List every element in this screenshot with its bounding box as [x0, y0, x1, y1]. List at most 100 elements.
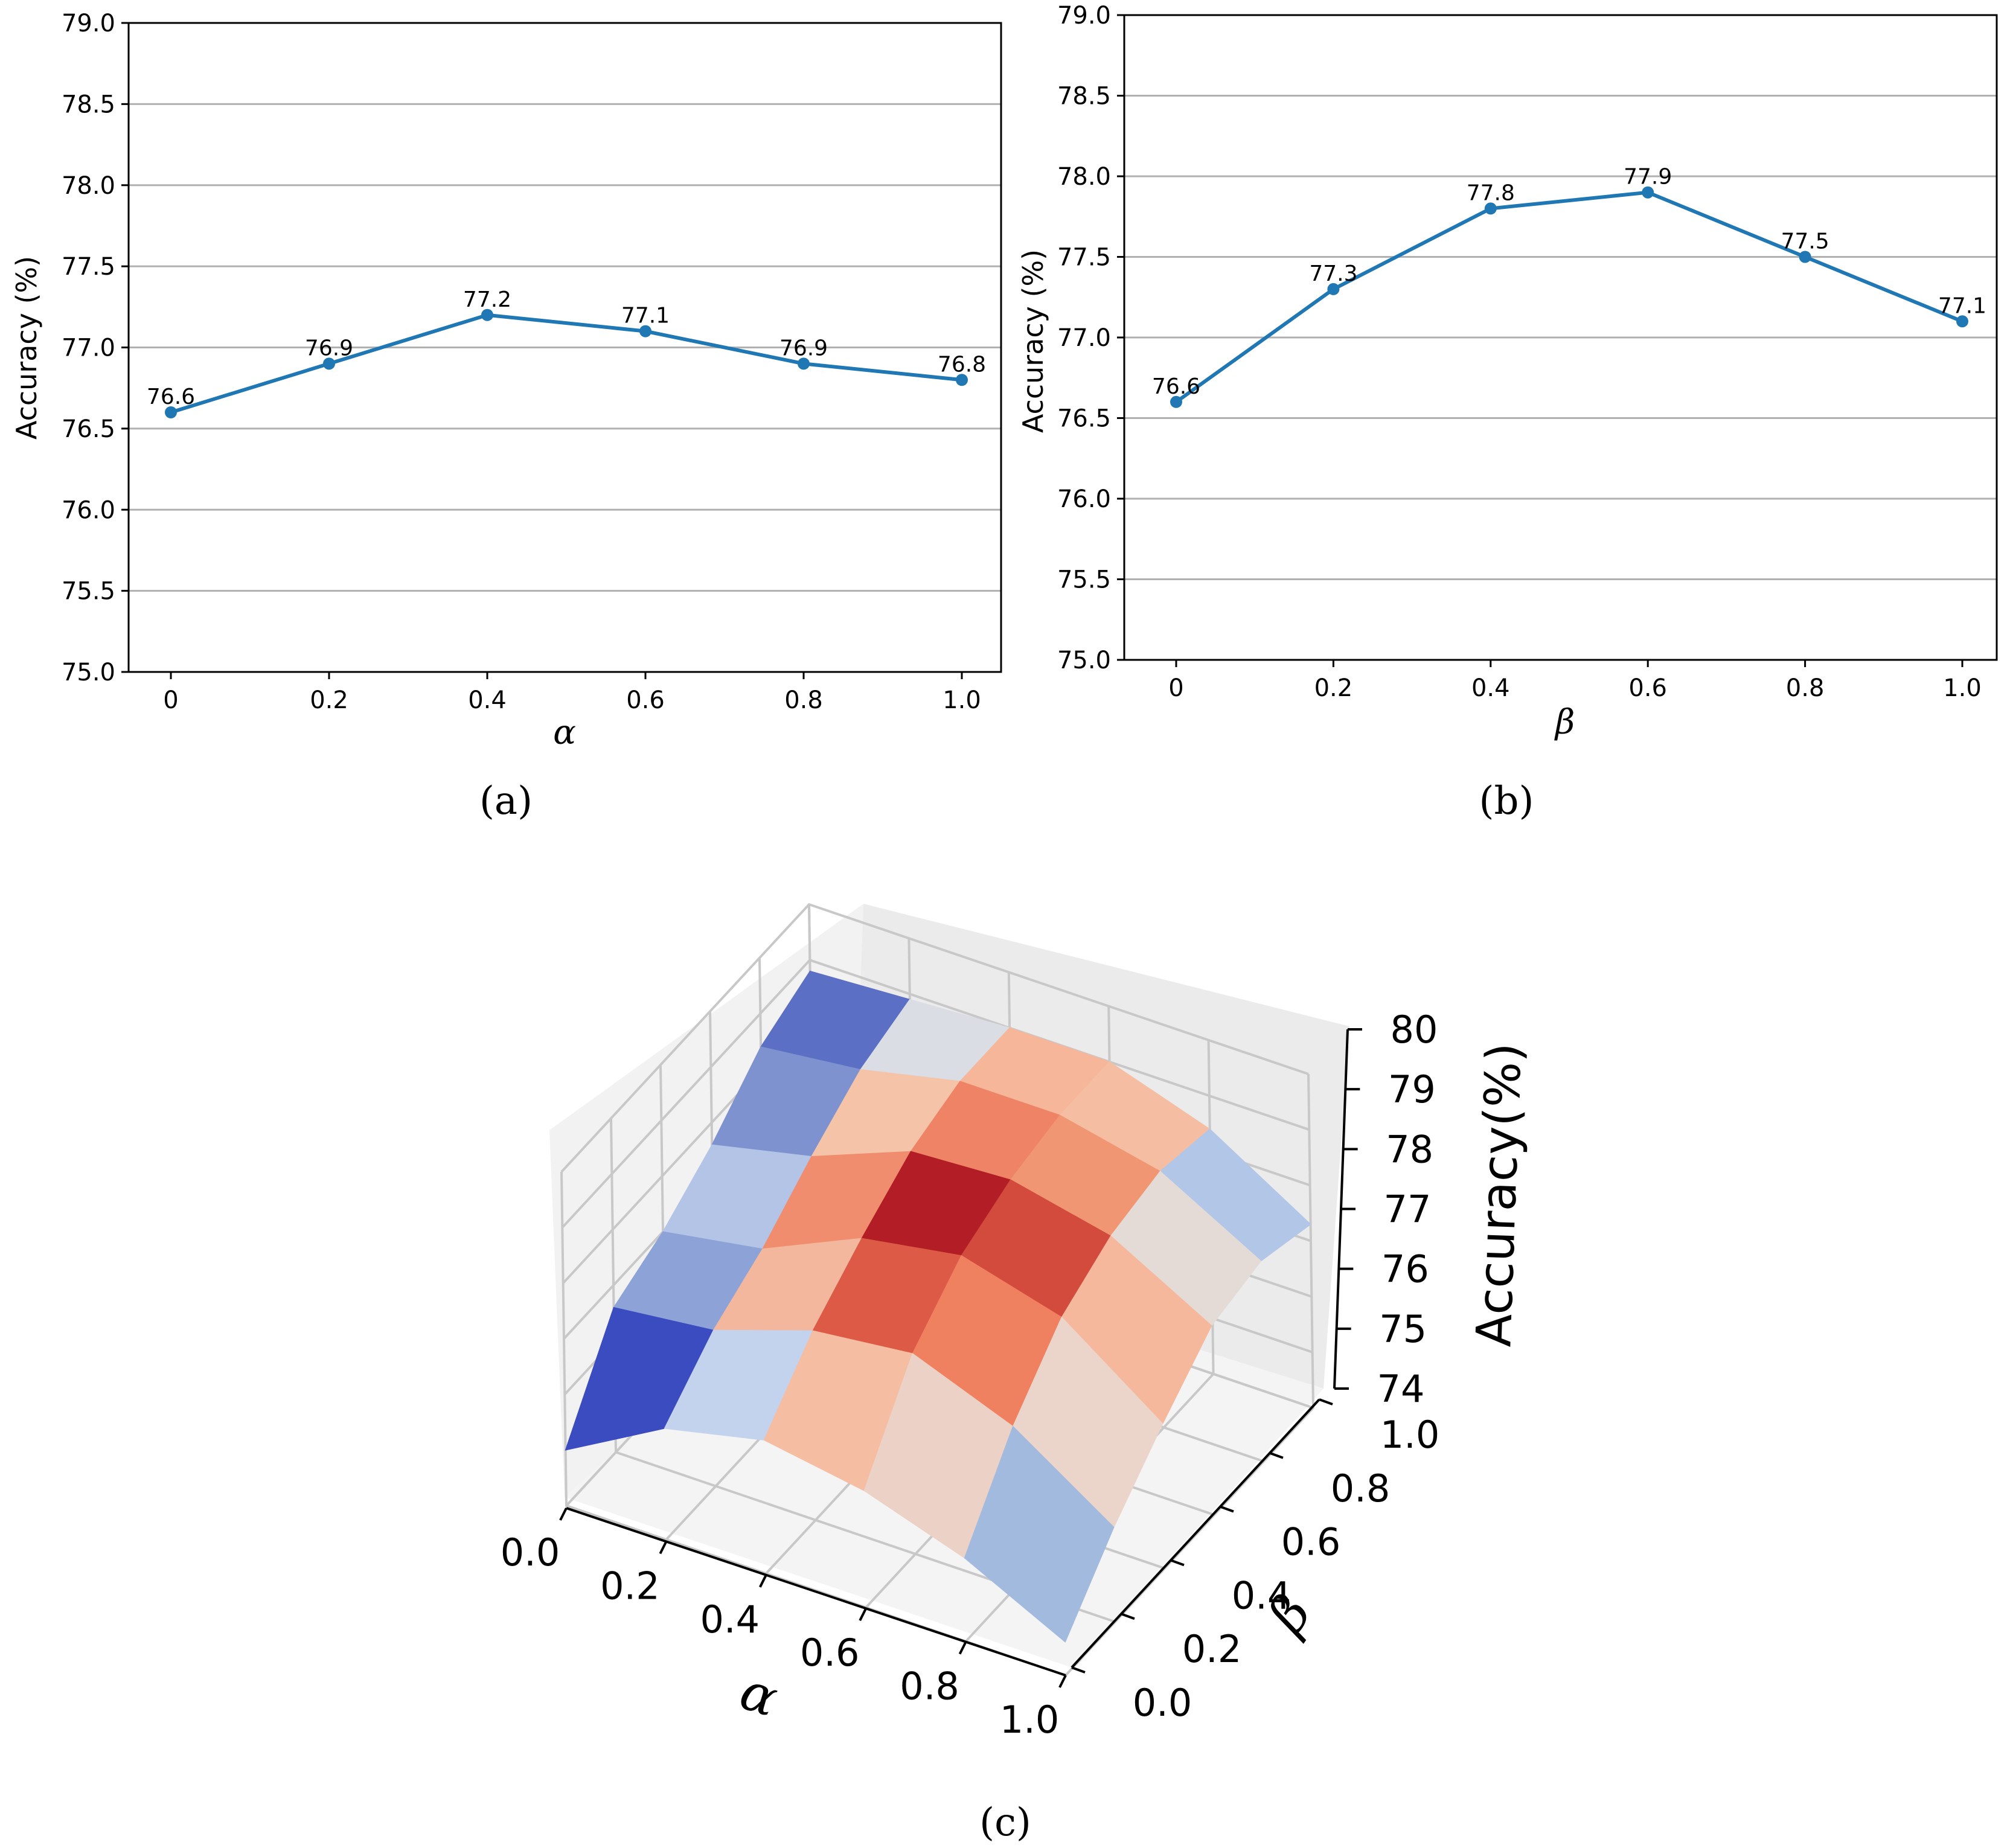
panel-b-gridlines: [1124, 95, 1997, 580]
panel-a-y-ticks: 75.0 75.5 76.0 76.5 77.0 77.5 78.0 78.5 79.0: [62, 10, 129, 686]
x-tick-label: 1.0: [1943, 674, 1982, 702]
x-tick-label: 0.6: [1628, 674, 1667, 702]
data-label: 77.3: [1309, 261, 1357, 286]
panel-c-ticks: 0.00.20.40.60.81.0 0.00.20.40.60.81.07475…: [501, 1008, 1440, 1742]
x-tick-label: 0: [1168, 674, 1183, 702]
data-point: [1170, 395, 1182, 408]
y-tick-label: 76.0: [1057, 485, 1111, 513]
data-label: 76.6: [147, 385, 195, 409]
data-label: 77.9: [1624, 165, 1672, 190]
alpha-tick-label: 1.0: [1000, 1698, 1060, 1742]
panel-b-series-line: [1175, 190, 1964, 404]
y-tick-label: 76.0: [62, 496, 115, 524]
data-point: [323, 357, 335, 370]
panel-c: 0.00.20.40.60.81.0 0.00.20.40.60.81.07475…: [501, 903, 1532, 1845]
panel-a: 75.0 75.5 76.0 76.5 77.0 77.5 78.0 78.5 79.0 0 0.…: [10, 10, 1002, 823]
panel-c-zlabel: Accuracy(%): [1465, 1042, 1532, 1348]
panel-b-points: 76.6 77.3 77.8 77.9 77.5 77.1: [1152, 165, 1986, 408]
y-tick-label: 75.5: [1057, 566, 1111, 594]
panel-b-x-ticks: 0 0.2 0.4 0.6 0.8 1.0: [1168, 660, 1982, 702]
y-tick-label: 77.0: [62, 334, 115, 362]
y-tick-label: 77.5: [1057, 244, 1111, 272]
beta-tick-mark: [1220, 1505, 1234, 1513]
panel-c-caption: (c): [979, 1800, 1031, 1845]
panel-c-alpha-axis: [566, 1507, 1066, 1677]
beta-tick-mark: [1170, 1559, 1185, 1567]
data-label: 76.6: [1152, 374, 1200, 399]
data-label: 77.1: [1938, 293, 1986, 318]
alpha-tick-label: 0.2: [600, 1564, 660, 1608]
data-point: [1327, 283, 1340, 295]
surface-cell: [964, 1425, 1115, 1643]
panel-a-series-line: [170, 313, 962, 414]
data-label: 77.2: [463, 287, 511, 312]
y-tick-label: 76.5: [62, 415, 115, 443]
data-label: 76.8: [938, 352, 986, 377]
alpha-tick-mark: [659, 1541, 668, 1555]
beta-tick-label: 0.4: [1232, 1573, 1291, 1617]
x-tick-label: 0.6: [626, 686, 665, 714]
grid-line: [561, 958, 1310, 1229]
x-tick-label: 1.0: [943, 686, 981, 714]
z-tick-label: 77: [1384, 1188, 1432, 1232]
data-point: [1956, 315, 1968, 328]
alpha-tick-label: 0.6: [800, 1631, 860, 1675]
y-tick-label: 75.0: [1057, 647, 1111, 674]
grid-line: [560, 903, 1309, 1173]
beta-tick-mark: [1121, 1613, 1135, 1620]
y-tick-label: 79.0: [1057, 2, 1111, 30]
beta-tick-mark: [1269, 1451, 1284, 1459]
z-tick-label: 78: [1386, 1127, 1433, 1171]
x-tick-label: 0.8: [784, 686, 823, 714]
panel-a-gridlines: [129, 103, 1001, 592]
y-tick-label: 77.5: [62, 253, 115, 281]
y-tick-label: 78.0: [62, 172, 115, 200]
data-point: [481, 309, 493, 321]
beta-tick-label: 1.0: [1380, 1413, 1440, 1457]
y-tick-label: 75.0: [62, 659, 115, 686]
data-point: [1642, 186, 1654, 199]
y-tick-label: 77.0: [1057, 324, 1111, 352]
beta-tick-label: 0.2: [1182, 1627, 1242, 1671]
data-point: [798, 357, 810, 370]
y-tick-label: 78.0: [1057, 163, 1111, 191]
panel-a-caption: (a): [479, 779, 533, 823]
panel-b-caption: (b): [1479, 779, 1534, 823]
y-tick-label: 78.5: [1057, 83, 1111, 110]
data-point: [165, 406, 177, 418]
z-tick-label: 75: [1379, 1307, 1427, 1351]
beta-tick-label: 0.6: [1281, 1520, 1341, 1564]
z-tick-label: 76: [1381, 1247, 1429, 1291]
panel-c-xlabel: α: [733, 1661, 785, 1729]
panel-a-xlabel: α: [553, 713, 576, 752]
beta-tick-label: 0.8: [1331, 1466, 1391, 1511]
data-label: 77.1: [621, 304, 670, 328]
z-tick-label: 74: [1377, 1367, 1425, 1411]
alpha-tick-mark: [559, 1507, 568, 1521]
y-tick-label: 79.0: [62, 10, 115, 37]
panel-c-surface: [565, 970, 1311, 1643]
beta-tick-label: 0.0: [1133, 1681, 1192, 1725]
z-tick-label: 80: [1391, 1008, 1438, 1052]
data-point: [1799, 251, 1811, 263]
panel-c-beta-axis: [1071, 1398, 1320, 1669]
alpha-tick-mark: [759, 1574, 767, 1588]
alpha-tick-label: 0.4: [700, 1597, 760, 1642]
y-tick-label: 76.5: [1057, 405, 1111, 433]
data-label: 76.9: [779, 336, 828, 360]
alpha-tick-mark: [958, 1641, 967, 1655]
alpha-tick-label: 0.8: [900, 1664, 959, 1709]
panel-a-ylabel: Accuracy (%): [10, 256, 43, 440]
y-tick-label: 78.5: [62, 91, 115, 118]
z-tick-label: 79: [1388, 1067, 1436, 1111]
x-tick-label: 0.2: [1314, 674, 1353, 702]
x-tick-label: 0.4: [1471, 674, 1510, 702]
data-point: [639, 325, 651, 337]
panel-b-ylabel: Accuracy (%): [1017, 249, 1049, 433]
beta-tick-mark: [1319, 1398, 1333, 1405]
x-tick-label: 0.4: [468, 686, 507, 714]
data-point: [1484, 202, 1497, 215]
data-label: 76.9: [305, 336, 353, 360]
data-label: 77.8: [1467, 181, 1515, 205]
